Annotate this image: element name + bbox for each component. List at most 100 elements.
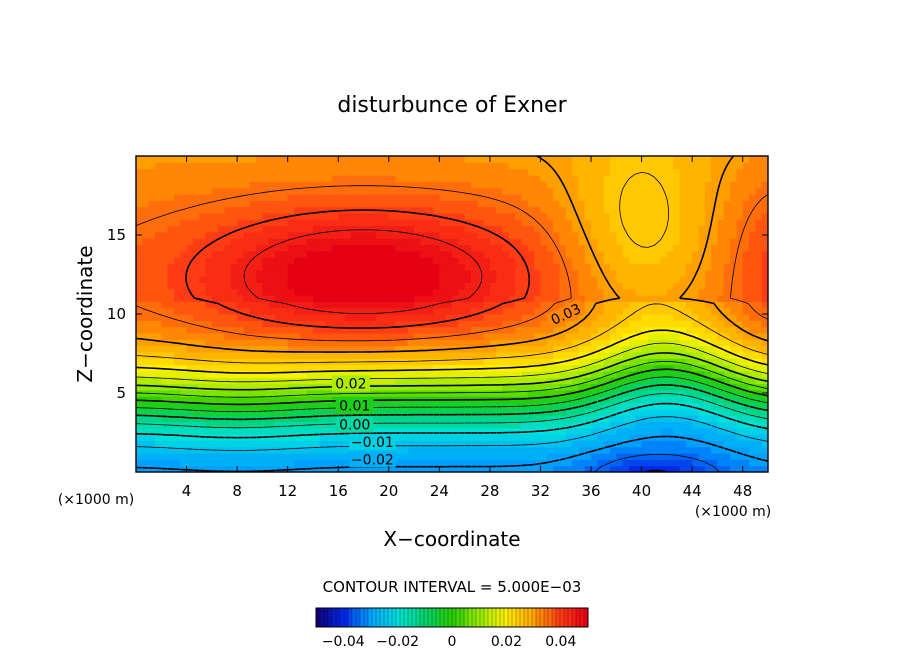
field-cell [306, 238, 314, 246]
field-cell [281, 459, 289, 467]
field-cell [325, 181, 333, 189]
field-cell [546, 389, 554, 397]
field-cell [186, 358, 194, 366]
field-cell [218, 156, 226, 163]
field-cell [331, 320, 339, 328]
field-cell [666, 453, 674, 460]
field-cell [331, 301, 339, 309]
field-cell [211, 206, 219, 214]
field-cell [224, 231, 232, 239]
field-cell [180, 326, 188, 334]
field-cell [376, 257, 384, 265]
field-cell [136, 193, 143, 201]
field-cell [508, 181, 516, 189]
field-cell [730, 225, 737, 233]
field-cell [218, 269, 226, 277]
field-cell [470, 332, 478, 340]
field-cell [717, 269, 725, 277]
field-cell [167, 446, 175, 454]
field-cell [572, 162, 579, 170]
field-cell [452, 389, 459, 397]
field-cell [414, 238, 421, 246]
field-cell [142, 269, 150, 277]
field-cell [749, 434, 756, 441]
field-cell [445, 389, 453, 397]
field-cell [673, 402, 681, 410]
field-cell [540, 402, 548, 410]
field-cell [565, 421, 573, 429]
field-cell [192, 320, 200, 328]
field-cell [452, 383, 459, 391]
field-cell [452, 453, 459, 460]
field-cell [294, 421, 301, 429]
field-cell [154, 276, 162, 283]
field-cell [357, 200, 365, 208]
field-cell [306, 345, 314, 353]
field-cell [483, 200, 491, 208]
field-cell [489, 174, 497, 182]
field-cell [388, 168, 396, 176]
field-cell [161, 225, 169, 233]
field-cell [698, 389, 706, 397]
field-cell [742, 295, 750, 302]
field-cell [489, 250, 497, 258]
field-cell [641, 257, 649, 265]
field-cell [761, 307, 768, 315]
field-cell [685, 219, 693, 227]
field-cell [515, 219, 523, 227]
field-cell [717, 181, 725, 189]
field-cell [167, 231, 175, 239]
field-cell [319, 459, 327, 467]
field-cell [142, 332, 150, 340]
field-cell [679, 181, 687, 189]
field-cell [584, 181, 592, 189]
field-cell [464, 263, 472, 271]
field-cell [136, 339, 143, 347]
field-cell [458, 301, 466, 309]
field-cell [458, 421, 466, 429]
field-cell [730, 314, 737, 321]
field-cell [628, 307, 636, 315]
field-cell [730, 168, 737, 176]
field-cell [180, 244, 188, 252]
field-cell [414, 187, 421, 195]
field-cell [142, 307, 150, 315]
field-cell [186, 257, 194, 265]
field-cell [426, 295, 434, 302]
field-cell [173, 206, 181, 214]
field-cell [477, 434, 485, 441]
field-cell [148, 446, 156, 454]
field-cell [161, 314, 169, 321]
field-cell [180, 219, 188, 227]
field-cell [508, 257, 516, 265]
field-cell [534, 187, 542, 195]
field-cell [331, 396, 339, 404]
field-cell [407, 415, 415, 423]
field-cell [698, 326, 706, 334]
field-cell [294, 345, 301, 353]
field-cell [243, 193, 251, 201]
field-cell [464, 219, 472, 227]
field-cell [294, 427, 301, 435]
field-cell [262, 181, 270, 189]
field-cell [294, 276, 301, 283]
field-cell [312, 408, 320, 416]
field-cell [464, 377, 472, 385]
field-cell [616, 320, 624, 328]
field-cell [319, 288, 327, 296]
field-cell [584, 231, 592, 239]
field-cell [521, 295, 529, 302]
field-cell [186, 307, 194, 315]
field-cell [679, 421, 687, 429]
field-cell [717, 364, 725, 372]
field-cell [502, 219, 510, 227]
field-cell [698, 370, 706, 378]
field-cell [641, 181, 649, 189]
field-cell [148, 358, 156, 366]
field-cell [154, 383, 162, 391]
field-cell [508, 408, 516, 416]
field-cell [401, 383, 409, 391]
field-cell [546, 427, 554, 435]
field-cell [445, 231, 453, 239]
field-cell [559, 288, 567, 296]
